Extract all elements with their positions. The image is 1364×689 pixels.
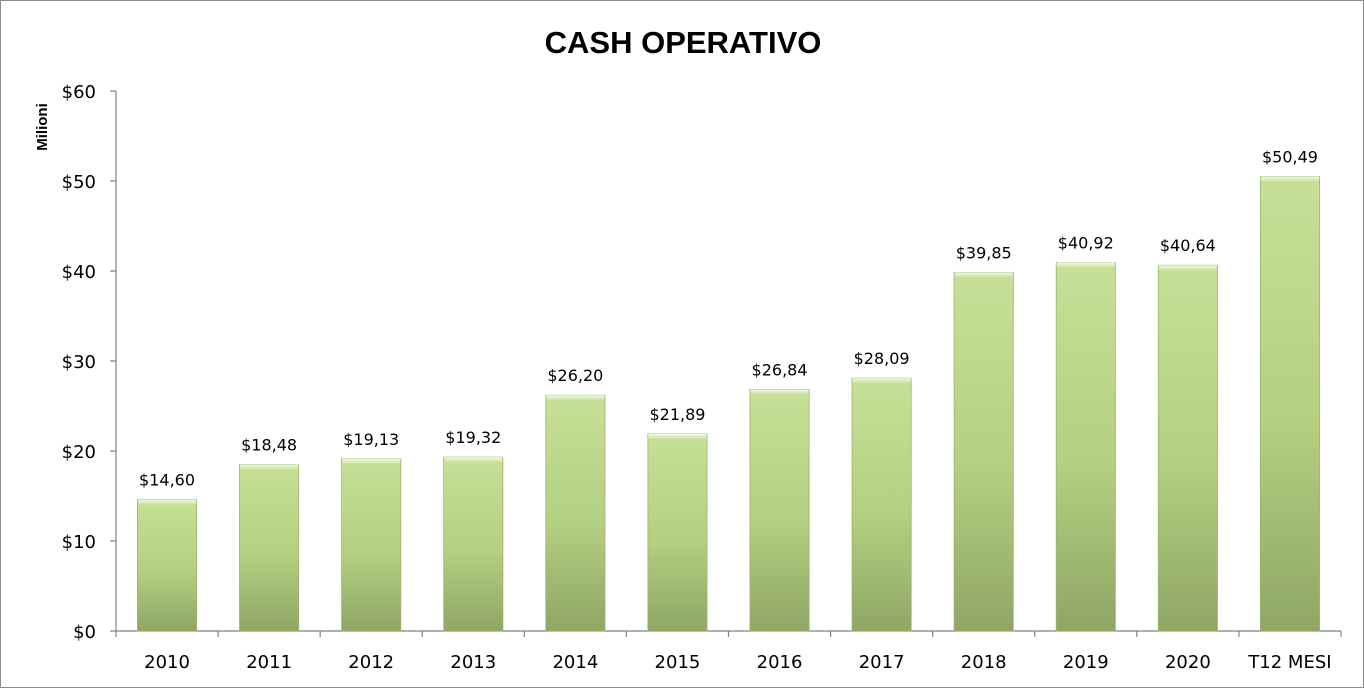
x-tick-label: T12 MESI xyxy=(1247,652,1331,673)
bar-highlight xyxy=(1158,265,1217,271)
data-label: $40,92 xyxy=(1058,234,1114,253)
bar-highlight xyxy=(444,457,503,463)
y-axis: $0 $10 $20 $30 $40 $50 $60 xyxy=(62,82,117,643)
bar xyxy=(239,464,300,632)
data-label: $26,84 xyxy=(752,360,808,379)
y-tick-label: $20 xyxy=(62,442,96,463)
bar xyxy=(1055,262,1116,632)
bar xyxy=(1157,264,1218,632)
data-label: $40,64 xyxy=(1160,236,1216,255)
x-tick-label: 2013 xyxy=(450,652,496,673)
bar xyxy=(749,389,810,632)
bar-highlight xyxy=(1260,176,1320,182)
bar-highlight xyxy=(648,433,707,439)
data-label: $50,49 xyxy=(1262,148,1318,167)
bar xyxy=(953,271,1014,632)
bar xyxy=(1259,176,1320,632)
chart-title: CASH OPERATIVO xyxy=(545,25,822,60)
data-label: $19,13 xyxy=(343,430,399,449)
data-label: $19,32 xyxy=(445,428,501,447)
bar-highlight xyxy=(342,458,401,464)
data-label: $21,89 xyxy=(649,405,705,424)
bar-highlight xyxy=(240,464,299,470)
x-tick-label: 2010 xyxy=(144,652,190,673)
bar xyxy=(137,499,198,632)
bar xyxy=(443,456,504,632)
y-tick-label: $10 xyxy=(62,532,96,553)
y-tick-label: $60 xyxy=(62,82,96,103)
x-tick-label: 2011 xyxy=(246,652,292,673)
x-tick-label: 2016 xyxy=(757,652,803,673)
bar xyxy=(851,377,912,632)
x-tick-label: 2017 xyxy=(859,652,905,673)
x-tick-label: 2014 xyxy=(552,652,598,673)
x-tick-label: 2020 xyxy=(1165,652,1211,673)
bar-highlight xyxy=(1056,262,1115,268)
data-labels: $14,60 $18,48 $19,13 $19,32 $26,20 $21,89 $26,… xyxy=(139,148,1318,490)
x-tick-label: 2012 xyxy=(348,652,394,673)
y-tick-label: $50 xyxy=(62,172,96,193)
bar-highlight xyxy=(852,378,911,384)
bar xyxy=(341,458,402,632)
x-tick-label: 2015 xyxy=(655,652,701,673)
bar xyxy=(545,394,606,632)
x-tick-label: 2018 xyxy=(961,652,1007,673)
y-tick-label: $30 xyxy=(62,352,96,373)
data-label: $39,85 xyxy=(956,243,1012,262)
data-label: $28,09 xyxy=(854,349,910,368)
bar-highlight xyxy=(750,389,809,395)
data-label: $14,60 xyxy=(139,471,195,490)
x-tick-label: 2019 xyxy=(1063,652,1109,673)
bar-highlight xyxy=(546,395,605,401)
bars xyxy=(137,176,1320,632)
y-tick-label: $40 xyxy=(62,262,96,283)
bar-highlight xyxy=(137,499,197,505)
bar-highlight xyxy=(954,272,1013,278)
data-label: $18,48 xyxy=(241,436,297,455)
y-tick-label: $0 xyxy=(73,622,96,643)
data-label: $26,20 xyxy=(547,366,603,385)
y-axis-label: Milioni xyxy=(34,103,51,151)
bar xyxy=(647,433,708,632)
x-axis: 2010 2011 2012 2013 2014 2015 2016 2017 2018 2019… xyxy=(115,630,1342,673)
